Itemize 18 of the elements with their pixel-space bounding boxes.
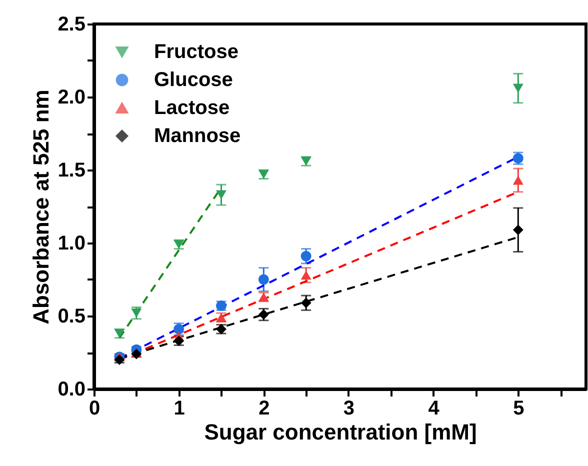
x-tick-label: 4 bbox=[428, 398, 440, 420]
y-tick-label: 1.5 bbox=[58, 160, 86, 182]
y-tick-label: 1.0 bbox=[58, 232, 86, 254]
y-tick-label: 2.5 bbox=[58, 14, 86, 36]
y-tick-label: 0.0 bbox=[58, 378, 86, 400]
x-tick-label: 0 bbox=[88, 398, 100, 420]
y-tick-label: 2.0 bbox=[58, 86, 86, 108]
x-axis-title: Sugar concentration [mM] bbox=[204, 420, 477, 444]
x-tick-label: 1 bbox=[174, 398, 185, 420]
legend-label: Fructose bbox=[154, 41, 238, 63]
x-tick-label: 5 bbox=[513, 398, 524, 420]
y-axis-title: Absorbance at 525 nm bbox=[28, 90, 54, 324]
legend-label: Glucose bbox=[154, 69, 233, 91]
x-tick-label: 3 bbox=[343, 398, 355, 420]
legend-label: Lactose bbox=[154, 97, 230, 119]
x-tick-label: 2 bbox=[258, 398, 270, 420]
y-tick-label: 0.5 bbox=[58, 306, 86, 328]
legend-label: Mannose bbox=[154, 125, 241, 147]
